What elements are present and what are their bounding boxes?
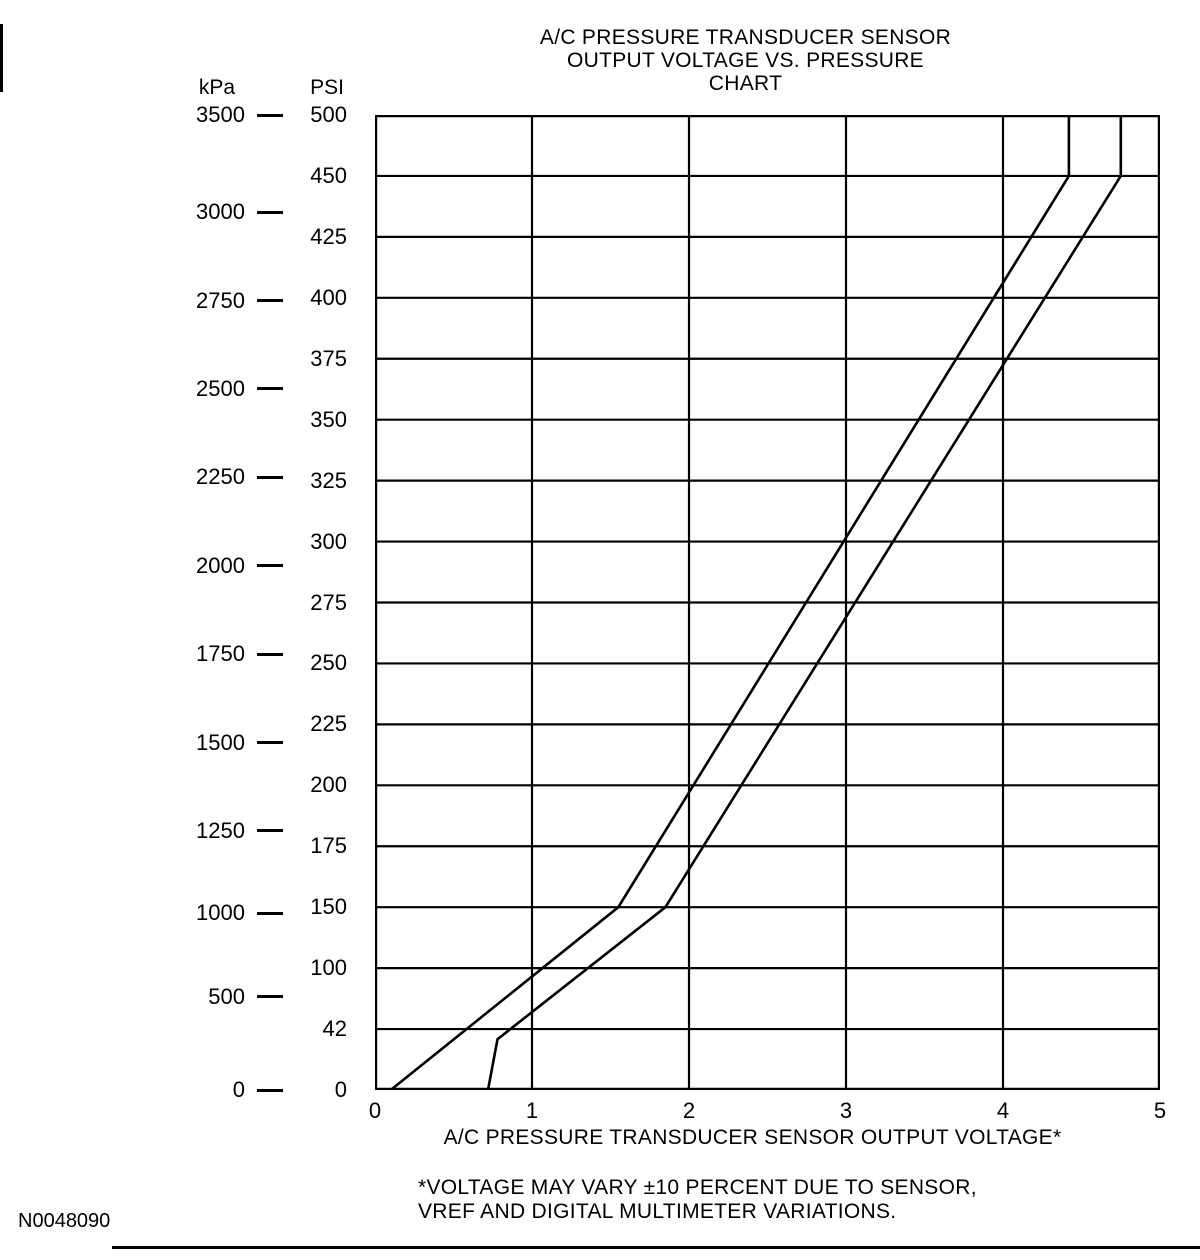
kpa-tick-label-2500: 2500: [196, 375, 245, 401]
footnote-line2: VREF AND DIGITAL MULTIMETER VARIATIONS.: [418, 1200, 897, 1223]
kpa-tick-mark: [257, 1088, 283, 1092]
figure-code: N0048090: [18, 1210, 111, 1232]
series-upper-tolerance-line: [389, 115, 1071, 1092]
kpa-axis-header: kPa: [198, 76, 236, 99]
psi-tick-label-0: 0: [334, 1077, 347, 1102]
psi-axis-header: PSI: [310, 76, 344, 99]
psi-tick-label-42: 42: [322, 1016, 347, 1042]
psi-tick-label-425: 425: [310, 223, 347, 249]
kpa-tick-label-1500: 1500: [196, 729, 245, 755]
psi-tick-label-350: 350: [310, 406, 347, 432]
x-tick-label-2: 2: [682, 1098, 696, 1123]
kpa-tick-label-2000: 2000: [196, 552, 245, 578]
psi-tick-label-400: 400: [310, 284, 347, 310]
kpa-tick-label-500: 500: [208, 983, 245, 1009]
psi-tick-label-100: 100: [310, 955, 347, 981]
kpa-tick-mark: [257, 475, 283, 479]
x-tick-label-1: 1: [525, 1098, 539, 1123]
psi-tick-label-450: 450: [310, 162, 347, 188]
kpa-tick-mark: [257, 829, 283, 833]
kpa-tick-label-0: 0: [232, 1077, 245, 1102]
chart-title-line1: A/C PRESSURE TRANSDUCER SENSOR: [539, 26, 952, 49]
kpa-tick-mark: [257, 995, 283, 999]
x-axis-title: A/C PRESSURE TRANSDUCER SENSOR OUTPUT VO…: [443, 1126, 1062, 1149]
x-tick-label-4: 4: [996, 1098, 1010, 1123]
kpa-tick-label-1250: 1250: [196, 817, 245, 843]
kpa-tick-mark: [257, 113, 283, 117]
psi-tick-label-175: 175: [310, 833, 347, 859]
kpa-tick-mark: [257, 299, 283, 303]
chart-title-line3: CHART: [708, 72, 783, 95]
psi-tick-label-375: 375: [310, 345, 347, 371]
psi-tick-label-300: 300: [310, 528, 347, 554]
psi-tick-label-150: 150: [310, 894, 347, 920]
kpa-tick-mark: [257, 564, 283, 568]
kpa-tick-mark: [257, 911, 283, 915]
psi-tick-label-500: 500: [310, 102, 347, 127]
kpa-tick-mark: [257, 652, 283, 656]
footnote: *VOLTAGE MAY VARY ±10 PERCENT DUE TO SEN…: [418, 1176, 977, 1224]
kpa-tick-label-2250: 2250: [196, 464, 245, 490]
x-tick-label-5: 5: [1153, 1098, 1167, 1123]
chart-title-line2: OUTPUT VOLTAGE VS. PRESSURE: [566, 49, 924, 72]
chart-canvas: [375, 115, 1161, 1092]
scan-artifact-left-edge: [0, 24, 3, 92]
footnote-line1: *VOLTAGE MAY VARY ±10 PERCENT DUE TO SEN…: [418, 1176, 977, 1199]
psi-tick-label-200: 200: [310, 772, 347, 798]
kpa-tick-mark: [257, 741, 283, 745]
plot-area: [375, 115, 1161, 1092]
series-lower-tolerance-line: [486, 115, 1123, 1091]
psi-tick-label-325: 325: [310, 467, 347, 493]
kpa-tick-label-1000: 1000: [196, 900, 245, 926]
kpa-tick-label-1750: 1750: [196, 641, 245, 667]
psi-tick-label-275: 275: [310, 589, 347, 615]
kpa-tick-label-3000: 3000: [196, 199, 245, 225]
kpa-tick-label-3500: 3500: [196, 102, 245, 127]
kpa-tick-mark: [257, 387, 283, 391]
psi-tick-label-250: 250: [310, 650, 347, 676]
x-tick-label-0: 0: [368, 1098, 382, 1123]
x-tick-label-3: 3: [839, 1098, 853, 1123]
scan-artifact-bottom-edge: [112, 1246, 1200, 1249]
kpa-tick-mark: [257, 210, 283, 214]
chart-title: A/C PRESSURE TRANSDUCER SENSOR OUTPUT VO…: [353, 26, 1138, 95]
psi-tick-label-225: 225: [310, 711, 347, 737]
kpa-tick-label-2750: 2750: [196, 287, 245, 313]
